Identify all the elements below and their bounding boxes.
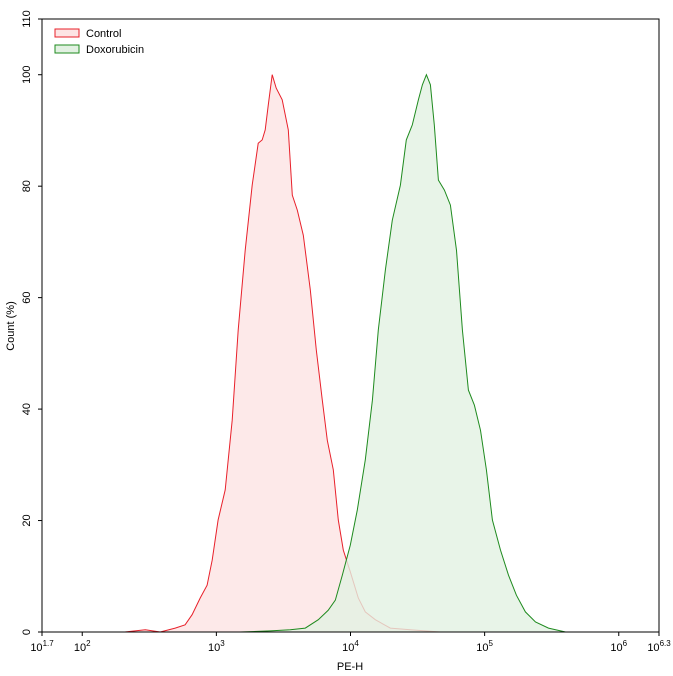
- histogram-line: [240, 73, 591, 633]
- tick-base: 10: [342, 642, 354, 654]
- legend-swatch: [54, 28, 80, 38]
- tick-base: 10: [30, 642, 42, 654]
- tick-exponent: 1.7: [43, 639, 55, 648]
- tick-exponent: 6: [623, 639, 628, 648]
- y-tick-label: 0: [21, 629, 33, 635]
- tick-exponent: 5: [489, 639, 494, 648]
- tick-base: 10: [647, 642, 659, 654]
- plot-frame: [41, 18, 660, 633]
- x-tick-label: 102: [74, 639, 91, 654]
- x-tick-label: 103: [208, 639, 225, 654]
- x-tick-label: 106: [610, 639, 627, 654]
- x-axis-label: PE-H: [337, 661, 363, 673]
- y-tick-label: 80: [21, 180, 33, 192]
- tick-exponent: 3: [220, 639, 225, 648]
- legend-label: Control: [86, 28, 121, 40]
- x-tick-label: 105: [476, 639, 493, 654]
- tick-exponent: 4: [354, 639, 359, 648]
- x-tick-label: 101.7: [30, 639, 54, 654]
- y-tick-label: 40: [21, 403, 33, 415]
- y-tick-label: 100: [21, 66, 33, 84]
- tick-base: 10: [74, 642, 86, 654]
- tick-exponent: 2: [86, 639, 91, 648]
- tick-base: 10: [610, 642, 622, 654]
- y-tick-label: 60: [21, 292, 33, 304]
- legend-label: Doxorubicin: [86, 44, 144, 56]
- y-axis-label: Count (%): [5, 301, 17, 351]
- tick-base: 10: [208, 642, 220, 654]
- histogram-area: [240, 74, 591, 632]
- legend-swatch: [54, 44, 80, 54]
- histogram-area: [124, 74, 471, 632]
- tick-exponent: 6.3: [660, 639, 672, 648]
- tick-base: 10: [476, 642, 488, 654]
- x-tick-label: 104: [342, 639, 359, 654]
- x-tick-label: 106.3: [647, 639, 671, 654]
- y-tick-label: 110: [21, 10, 33, 28]
- y-tick-label: 20: [21, 514, 33, 526]
